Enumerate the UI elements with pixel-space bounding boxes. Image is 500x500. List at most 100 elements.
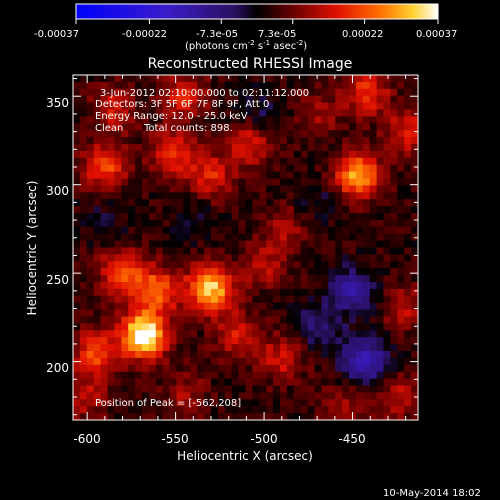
heatmap-cell — [162, 233, 171, 242]
heatmap-cell — [245, 399, 253, 407]
heatmap-cell — [369, 413, 378, 420]
heatmap-cell — [142, 144, 150, 152]
heatmap-cell — [328, 323, 336, 331]
heatmap-cell — [362, 288, 371, 297]
heatmap-cell — [128, 178, 136, 186]
heatmap-cell — [197, 378, 205, 387]
heatmap-cell — [94, 420, 102, 428]
heatmap-cell — [328, 330, 336, 338]
heatmap-cell — [362, 95, 371, 104]
heatmap-cell — [411, 344, 418, 352]
heatmap-cell — [135, 413, 143, 420]
heatmap-cell — [86, 371, 95, 380]
heatmap-cell — [183, 171, 191, 180]
heatmap-cell — [231, 144, 240, 152]
heatmap-cell — [128, 81, 136, 90]
heatmap-cell — [349, 199, 357, 207]
heatmap-cell — [155, 357, 164, 366]
heatmap-cell — [135, 109, 143, 117]
heatmap-cell — [369, 392, 378, 400]
heatmap-cell — [190, 399, 198, 407]
heatmap-cell — [73, 399, 81, 407]
heatmap-cell — [273, 261, 281, 269]
heatmap-cell — [404, 123, 412, 131]
heatmap-cell — [224, 185, 233, 193]
heatmap-cell — [238, 357, 247, 366]
heatmap-cell — [224, 406, 233, 414]
heatmap-cell — [369, 178, 378, 186]
heatmap-cell — [369, 330, 378, 338]
heatmap-cell — [369, 247, 378, 255]
heatmap-cell — [280, 137, 288, 145]
heatmap-cell — [135, 357, 143, 366]
heatmap-cell — [79, 247, 88, 255]
heatmap-cell — [342, 254, 350, 262]
heatmap-cell — [121, 406, 129, 414]
heatmap-cell — [204, 288, 212, 297]
heatmap-cell — [79, 144, 88, 152]
heatmap-cell — [108, 427, 116, 435]
heatmap-cell — [93, 192, 102, 200]
heatmap-cell — [376, 102, 385, 111]
heatmap-cell — [383, 254, 391, 262]
heatmap-cell — [128, 95, 136, 104]
heatmap-cell — [86, 150, 95, 159]
heatmap-cell — [404, 261, 412, 269]
heatmap-cell — [362, 385, 371, 393]
heatmap-cell — [183, 102, 191, 111]
heatmap-cell — [224, 157, 233, 166]
heatmap-cell — [280, 157, 288, 166]
heatmap-cell — [252, 233, 260, 242]
heatmap-cell — [300, 171, 309, 180]
heatmap-cell — [390, 75, 398, 83]
heatmap-cell — [224, 95, 233, 104]
heatmap-cell — [335, 75, 343, 83]
heatmap-cell — [183, 137, 191, 145]
heatmap-cell — [376, 247, 385, 255]
heatmap-cell — [162, 261, 171, 269]
heatmap-cell — [404, 164, 412, 173]
heatmap-cell — [280, 357, 288, 366]
heatmap-cell — [93, 164, 102, 173]
heatmap-cell — [169, 144, 178, 152]
heatmap-cell — [93, 288, 102, 297]
heatmap-cell — [79, 316, 88, 324]
heatmap-cell — [425, 248, 433, 256]
heatmap-cell — [190, 323, 198, 331]
heatmap-cell — [314, 385, 322, 393]
heatmap-cell — [135, 282, 143, 290]
heatmap-cell — [217, 130, 226, 138]
heatmap-cell — [355, 378, 364, 387]
heatmap-cell — [135, 233, 143, 242]
heatmap-cell — [231, 130, 240, 138]
heatmap-cell — [266, 268, 274, 276]
heatmap-cell — [79, 268, 88, 276]
heatmap-cell — [135, 213, 143, 221]
heatmap-cell — [383, 385, 391, 393]
heatmap-cell — [86, 213, 95, 221]
heatmap-cell — [183, 81, 191, 90]
heatmap-cell — [300, 144, 309, 152]
heatmap-cell — [321, 344, 329, 352]
heatmap-cell — [369, 206, 378, 214]
heatmap-cell — [135, 102, 143, 111]
heatmap-cell — [224, 351, 233, 359]
heatmap-cell — [169, 282, 178, 290]
heatmap-cell — [211, 150, 219, 159]
heatmap-cell — [307, 254, 316, 262]
heatmap-cell — [93, 406, 102, 414]
heatmap-cell — [369, 282, 378, 290]
heatmap-cell — [342, 109, 350, 117]
heatmap-cell — [369, 81, 378, 90]
heatmap-cell — [73, 109, 81, 117]
heatmap-cell — [418, 420, 426, 428]
heatmap-cell — [425, 337, 433, 345]
heatmap-cell — [224, 137, 233, 145]
heatmap-cell — [155, 351, 164, 359]
heatmap-cell — [183, 364, 191, 373]
heatmap-cell — [217, 309, 226, 318]
heatmap-cell — [390, 192, 398, 200]
heatmap-cell — [128, 323, 136, 331]
heatmap-cell — [142, 406, 150, 414]
heatmap-cell — [425, 392, 433, 400]
